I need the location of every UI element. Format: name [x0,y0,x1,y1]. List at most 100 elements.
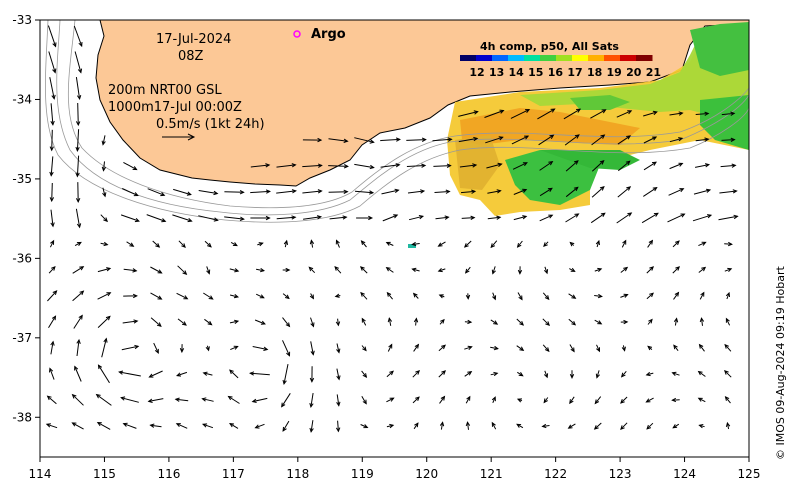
current-arrowhead [570,347,575,353]
current-arrow [438,370,446,378]
current-arrow [75,208,81,228]
current-arrowhead [369,139,375,144]
current-arrow [617,186,631,198]
lat-tick-label: -37 [12,331,32,345]
current-arrow [695,138,709,142]
current-arrowhead [283,239,289,246]
lat-tick-label: -38 [12,410,32,424]
current-arrowhead [574,134,580,139]
current-arrowhead [413,317,419,323]
current-arrowhead [675,240,680,246]
current-arrow [491,422,497,430]
current-arrowhead [725,291,730,298]
current-arrow [467,422,469,430]
current-arrowhead [335,239,340,245]
plot-frame [39,19,750,458]
current-arrowhead [543,269,549,275]
current-arrowhead [309,427,314,433]
current-arrowhead [522,188,528,193]
current-arrow [176,292,188,300]
lat-tick-label: -36 [12,251,32,265]
current-arrow [486,163,502,169]
current-arrowhead [201,397,207,402]
current-arrow [198,190,218,194]
current-arrowhead [206,269,211,275]
lon-tick-label: 122 [544,467,567,481]
current-arrow [250,190,270,194]
colorbar-tick-label: 19 [607,66,622,79]
current-arrow [328,138,348,142]
current-arrowhead [368,215,374,221]
current-arrowhead [437,267,443,273]
current-arrowhead [724,343,729,349]
current-arrowhead [309,239,315,245]
current-arrowhead [525,109,531,114]
current-arrowhead [441,370,447,375]
current-arrow [590,212,606,224]
bathymetry-contours [45,20,749,223]
current-arrowhead [208,295,214,300]
current-arrow [386,242,394,246]
current-arrow [123,268,137,272]
current-arrowhead [699,317,705,323]
current-arrow [50,156,54,176]
colorbar-segment [588,55,605,61]
current-arrow [75,77,81,99]
current-arrowhead [134,217,140,223]
current-arrowhead [733,214,739,220]
current-arrow [517,240,523,248]
sst-satellite-patch [408,22,749,248]
current-arrow [74,51,82,73]
current-arrowhead [701,266,707,272]
current-arrow [459,164,477,168]
current-arrow [692,214,712,222]
current-arrowhead [652,110,658,116]
current-arrow [50,209,54,227]
current-arrow [565,186,579,198]
current-arrowhead [731,163,737,168]
current-arrow [49,77,55,99]
current-arrowhead [394,188,400,193]
current-arrow [381,189,399,195]
current-arrowhead [652,186,658,192]
current-arrowhead [473,110,479,115]
current-arrow [565,213,579,223]
current-arrow [569,396,575,404]
current-arrowhead [673,317,679,323]
current-arrow [646,292,654,300]
current-arrowhead [359,266,365,271]
current-arrowhead [133,192,139,197]
current-arrowhead [284,294,290,300]
current-arrowhead [620,425,625,431]
current-arrow [51,129,53,151]
current-arrow [361,370,367,378]
current-arrowhead [393,214,399,219]
lon-tick-label: 123 [609,467,632,481]
lon-tick-label: 117 [222,467,245,481]
current-arrowhead [700,291,705,297]
current-arrowhead [234,268,240,273]
current-arrowhead [227,395,233,401]
lon-tick-label: 115 [93,467,116,481]
current-arrowhead [463,243,469,248]
current-arrowhead [437,242,443,247]
current-arrowhead [285,267,291,273]
current-arrowhead [627,212,633,217]
current-arrowhead [343,189,349,194]
current-arrowhead [673,344,678,350]
current-arrow [152,240,160,248]
current-arrowhead [103,337,108,343]
current-arrow [412,370,420,378]
current-arrowhead [571,321,577,326]
current-arrowhead [727,241,733,247]
current-arrowhead [343,138,349,143]
current-arrowhead [101,166,107,172]
current-arrowhead [50,239,55,245]
current-arrow [178,240,186,248]
current-arrowhead [75,172,80,178]
current-arrow [440,422,444,430]
current-arrowhead [493,320,499,325]
current-arrow [146,214,166,222]
current-arrowhead [317,189,323,194]
current-arrowhead [597,320,603,325]
